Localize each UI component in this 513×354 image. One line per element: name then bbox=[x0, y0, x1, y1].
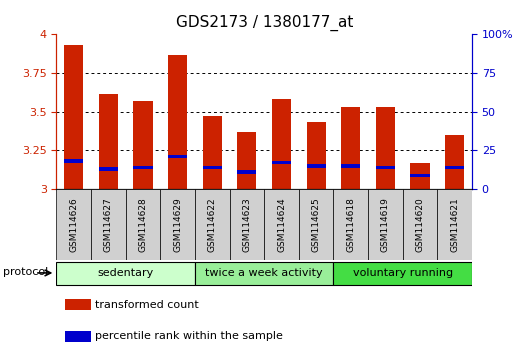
Text: sedentary: sedentary bbox=[97, 268, 154, 278]
Bar bbox=[133, 166, 152, 169]
Bar bbox=[65, 299, 91, 310]
Bar bbox=[238, 170, 256, 174]
Bar bbox=[368, 189, 403, 260]
Bar bbox=[376, 107, 395, 189]
Text: GSM114623: GSM114623 bbox=[242, 198, 251, 252]
Text: GSM114624: GSM114624 bbox=[277, 198, 286, 252]
Bar bbox=[445, 166, 464, 169]
Bar bbox=[272, 161, 291, 165]
Text: GSM114621: GSM114621 bbox=[450, 198, 459, 252]
Title: GDS2173 / 1380177_at: GDS2173 / 1380177_at bbox=[175, 15, 353, 31]
Text: GSM114620: GSM114620 bbox=[416, 198, 425, 252]
Bar bbox=[203, 166, 222, 169]
Bar bbox=[91, 189, 126, 260]
Bar bbox=[238, 132, 256, 189]
Bar bbox=[229, 189, 264, 260]
Text: GSM114619: GSM114619 bbox=[381, 197, 390, 252]
Bar bbox=[376, 166, 395, 169]
Bar bbox=[403, 189, 437, 260]
Bar bbox=[264, 189, 299, 260]
Text: GSM114627: GSM114627 bbox=[104, 198, 113, 252]
Bar bbox=[64, 160, 83, 163]
Bar bbox=[410, 163, 429, 189]
Text: percentile rank within the sample: percentile rank within the sample bbox=[95, 331, 283, 342]
Bar bbox=[272, 99, 291, 189]
Bar bbox=[307, 122, 326, 189]
Text: GSM114625: GSM114625 bbox=[311, 198, 321, 252]
Bar bbox=[160, 189, 195, 260]
Bar bbox=[56, 189, 91, 260]
Text: GSM114622: GSM114622 bbox=[208, 198, 217, 252]
Bar bbox=[195, 262, 333, 285]
Text: voluntary running: voluntary running bbox=[352, 268, 453, 278]
Bar bbox=[99, 95, 118, 189]
Bar bbox=[56, 262, 195, 285]
Text: GSM114626: GSM114626 bbox=[69, 198, 78, 252]
Bar bbox=[168, 56, 187, 189]
Bar bbox=[445, 135, 464, 189]
Bar bbox=[410, 173, 429, 177]
Bar bbox=[333, 262, 472, 285]
Bar bbox=[126, 189, 160, 260]
Bar bbox=[299, 189, 333, 260]
Bar bbox=[195, 189, 229, 260]
Bar bbox=[168, 155, 187, 158]
Bar bbox=[65, 331, 91, 342]
Bar bbox=[437, 189, 472, 260]
Bar bbox=[99, 167, 118, 171]
Text: twice a week activity: twice a week activity bbox=[205, 268, 323, 278]
Text: protocol: protocol bbox=[3, 267, 48, 277]
Text: GSM114628: GSM114628 bbox=[139, 198, 148, 252]
Text: GSM114618: GSM114618 bbox=[346, 197, 356, 252]
Text: transformed count: transformed count bbox=[95, 299, 199, 310]
Bar bbox=[307, 164, 326, 167]
Bar bbox=[341, 164, 360, 167]
Text: GSM114629: GSM114629 bbox=[173, 198, 182, 252]
Bar bbox=[203, 116, 222, 189]
Bar bbox=[64, 45, 83, 189]
Bar bbox=[333, 189, 368, 260]
Bar bbox=[133, 101, 152, 189]
Bar bbox=[341, 107, 360, 189]
